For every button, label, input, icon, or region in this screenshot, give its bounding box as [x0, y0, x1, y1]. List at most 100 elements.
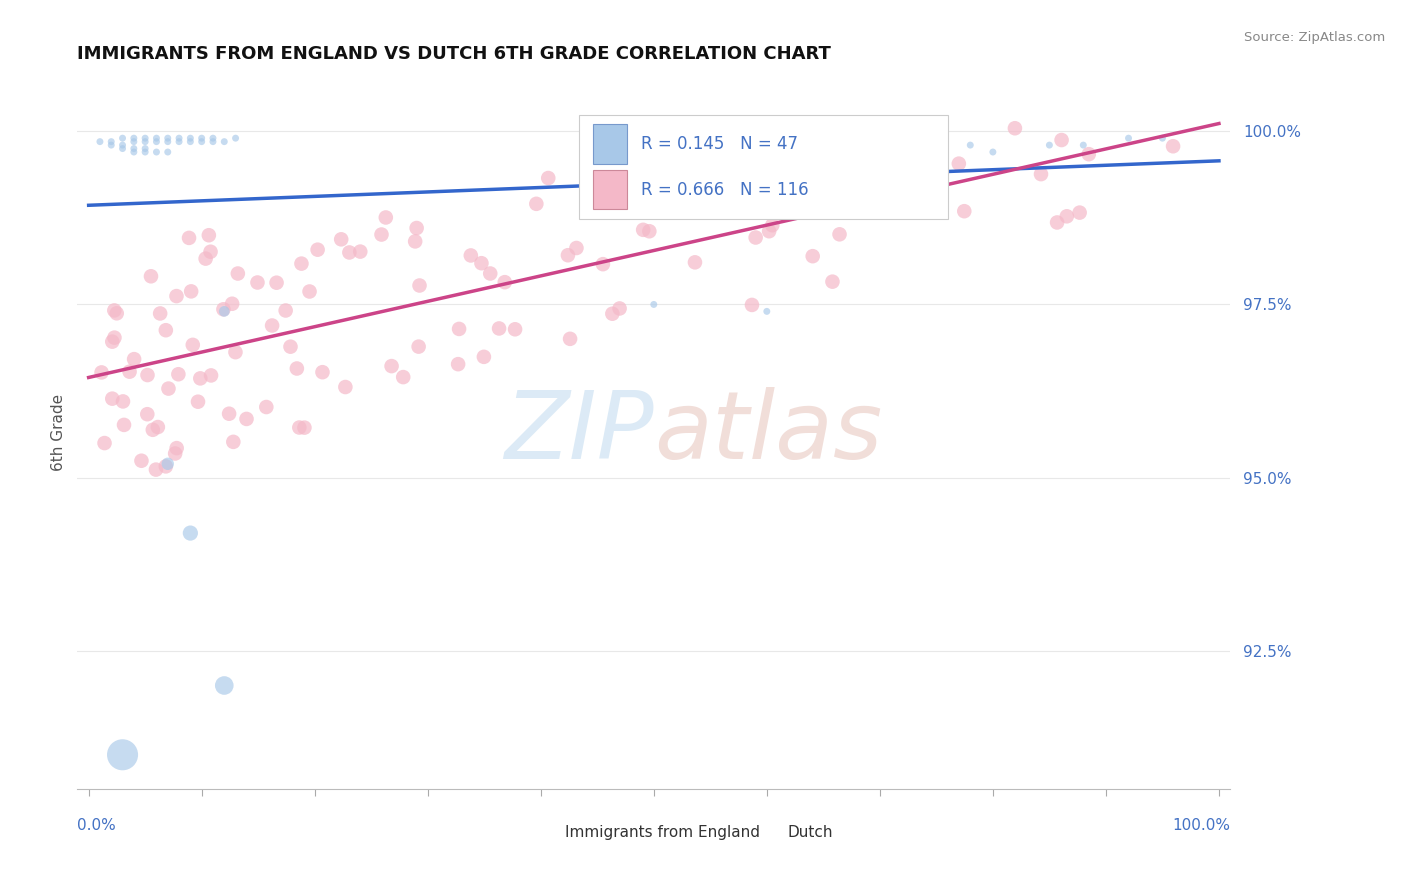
Point — [835, 199, 858, 213]
Point — [761, 218, 783, 232]
Point — [156, 145, 179, 159]
Point — [288, 420, 311, 434]
Point — [180, 285, 202, 299]
Point — [101, 392, 124, 406]
Point — [146, 420, 169, 434]
Point — [392, 370, 415, 384]
Point — [592, 257, 614, 271]
Point — [155, 323, 177, 337]
Point — [524, 197, 547, 211]
Point — [565, 241, 588, 255]
Point — [134, 142, 156, 156]
Bar — [593, 124, 627, 164]
Point — [828, 169, 851, 183]
Point — [631, 223, 654, 237]
Point — [405, 221, 427, 235]
Point — [111, 394, 134, 409]
Point — [1152, 131, 1174, 145]
Point — [981, 145, 1004, 159]
Text: ZIP: ZIP — [505, 387, 654, 478]
Point — [759, 180, 782, 194]
Point — [638, 224, 661, 238]
Point — [828, 227, 851, 242]
Point — [337, 245, 360, 260]
Point — [842, 156, 865, 170]
Bar — [579, 115, 948, 219]
Point — [821, 275, 844, 289]
Point — [254, 400, 277, 414]
Point — [100, 138, 122, 153]
Point — [744, 230, 766, 244]
Point — [643, 297, 665, 311]
Point — [177, 231, 200, 245]
Point — [408, 340, 430, 354]
Point — [142, 423, 165, 437]
Text: 100.0%: 100.0% — [1173, 818, 1230, 833]
Point — [699, 152, 721, 166]
Point — [1077, 147, 1099, 161]
Point — [90, 366, 112, 380]
Point — [122, 131, 145, 145]
Point — [793, 154, 815, 169]
Text: Immigrants from England: Immigrants from England — [565, 825, 761, 839]
Point — [190, 131, 212, 145]
Text: R = 0.145   N = 47: R = 0.145 N = 47 — [641, 135, 799, 153]
Point — [134, 131, 156, 145]
Point — [246, 276, 269, 290]
Point — [222, 434, 245, 449]
Point — [647, 178, 669, 192]
Point — [1029, 167, 1052, 181]
Point — [165, 446, 187, 460]
Point — [101, 334, 124, 349]
Point — [103, 331, 125, 345]
Point — [1161, 139, 1184, 153]
Point — [136, 368, 159, 382]
Point — [224, 345, 246, 359]
Point — [112, 417, 135, 432]
Point — [1050, 133, 1073, 147]
Point — [214, 304, 236, 318]
Point — [330, 232, 353, 246]
Point — [602, 307, 624, 321]
Point — [927, 158, 949, 172]
Point — [214, 135, 236, 149]
Point — [100, 135, 122, 149]
Point — [226, 267, 249, 281]
Point — [155, 459, 177, 474]
Point — [89, 135, 111, 149]
Point — [167, 131, 190, 145]
Point — [221, 297, 243, 311]
Point — [122, 142, 145, 156]
Bar — [522, 822, 554, 843]
Point — [813, 152, 835, 166]
Text: IMMIGRANTS FROM ENGLAND VS DUTCH 6TH GRADE CORRELATION CHART: IMMIGRANTS FROM ENGLAND VS DUTCH 6TH GRA… — [77, 45, 831, 63]
Point — [179, 135, 201, 149]
Point — [374, 211, 396, 225]
Point — [381, 359, 404, 373]
Point — [179, 131, 201, 145]
Point — [266, 276, 288, 290]
Point — [111, 747, 134, 762]
Point — [479, 267, 502, 281]
Point — [307, 243, 329, 257]
Point — [488, 321, 510, 335]
Point — [111, 138, 134, 153]
Point — [408, 278, 430, 293]
Point — [557, 248, 579, 262]
Point — [111, 142, 134, 156]
Point — [235, 412, 257, 426]
Point — [212, 302, 235, 317]
Point — [959, 138, 981, 153]
Point — [149, 306, 172, 320]
Point — [925, 152, 948, 166]
Point — [280, 340, 302, 354]
Bar — [593, 169, 627, 210]
Point — [758, 224, 780, 238]
Y-axis label: 6th Grade: 6th Grade — [51, 394, 66, 471]
Point — [349, 244, 371, 259]
Point — [449, 322, 471, 336]
Bar — [744, 822, 776, 843]
Point — [581, 187, 603, 202]
Text: R = 0.666   N = 116: R = 0.666 N = 116 — [641, 180, 808, 199]
Point — [145, 462, 167, 476]
